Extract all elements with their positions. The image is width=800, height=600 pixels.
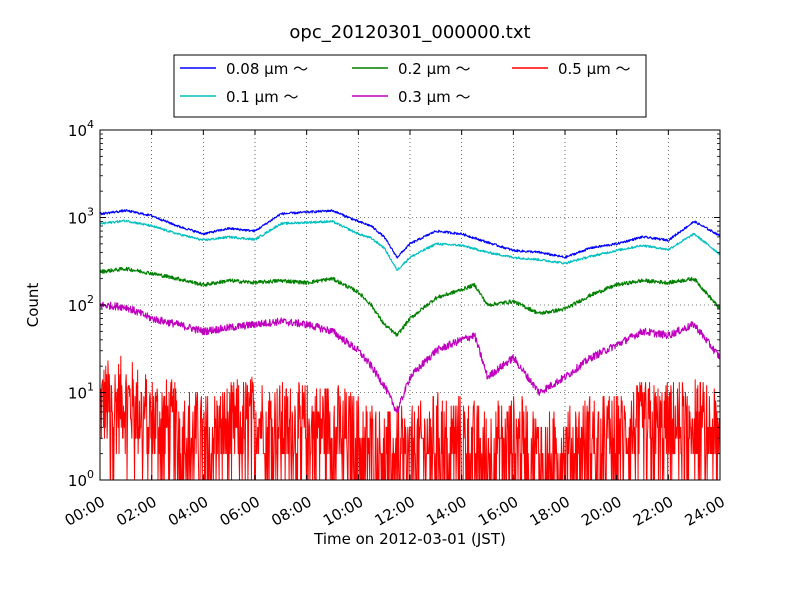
legend-box [173,54,647,118]
legend-label: 0.3 μm ～ [398,88,471,106]
legend-label: 0.2 μm ～ [398,60,471,78]
series-line-3 [100,301,720,414]
legend-label: 0.08 μm ～ [226,60,308,78]
x-axis-label: Time on 2012-03-01 (JST) [313,530,506,548]
chart-title: opc_20120301_000000.txt [289,22,530,43]
series-line-2 [100,266,720,337]
legend-label: 0.1 μm ～ [226,88,299,106]
legend-label: 0.5 μm ～ [558,60,631,78]
series-lines [100,209,720,480]
grid [100,130,720,480]
series-line-0 [100,209,720,259]
series-line-4 [100,355,720,480]
legend: 0.08 μm ～ 0.1 μm ～ 0.2 μm ～ 0.3 μm ～ 0.5 μm … [173,54,647,118]
series-line-1 [100,219,720,271]
y-axis-label: Count [24,283,42,328]
